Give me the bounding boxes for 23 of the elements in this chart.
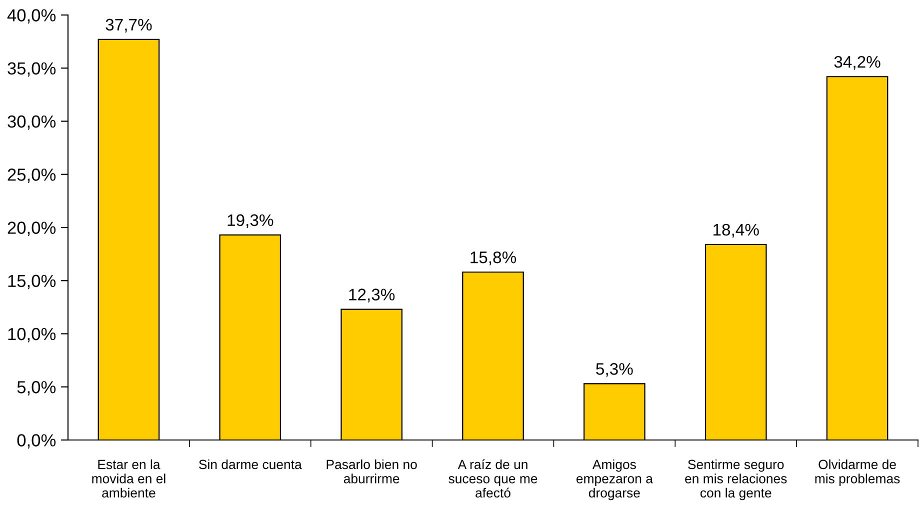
y-tick-label: 5,0%	[17, 381, 56, 396]
y-tick-label: 35,0%	[8, 62, 56, 77]
y-tick-label: 20,0%	[8, 222, 56, 236]
x-tick-label: Pasarlo bien no aburrirme	[326, 459, 417, 484]
x-tick-label: A raíz de un suceso que me afectó	[448, 459, 538, 498]
y-tick-label: 0,0%	[17, 434, 56, 449]
data-label: 19,3%	[228, 214, 274, 228]
y-tick-label: 30,0%	[8, 115, 56, 130]
x-tick-label: Estar en la movida en el ambiente	[92, 459, 166, 498]
data-label: 5,3%	[596, 363, 633, 377]
y-tick-label: 15,0%	[8, 274, 56, 290]
x-tick-label: Amigos empezaron a drogarse	[576, 459, 653, 500]
data-label: 18,4%	[714, 224, 759, 238]
y-tick-label: 25,0%	[8, 168, 56, 183]
y-tick-label: 40,0%	[7, 9, 56, 24]
data-label: 12,3%	[349, 288, 395, 302]
data-label: 15,8%	[470, 251, 516, 266]
y-tick-label: 10,0%	[8, 328, 56, 342]
x-tick-label: Olvidarme de mis problemas	[815, 459, 900, 486]
x-tick-label: Sentirme seguro en mis relaciones con la gente	[685, 459, 787, 500]
x-tick-label: Sin darme cuenta	[199, 459, 302, 470]
data-label: 37,7%	[106, 18, 152, 33]
data-label: 34,2%	[834, 56, 880, 70]
